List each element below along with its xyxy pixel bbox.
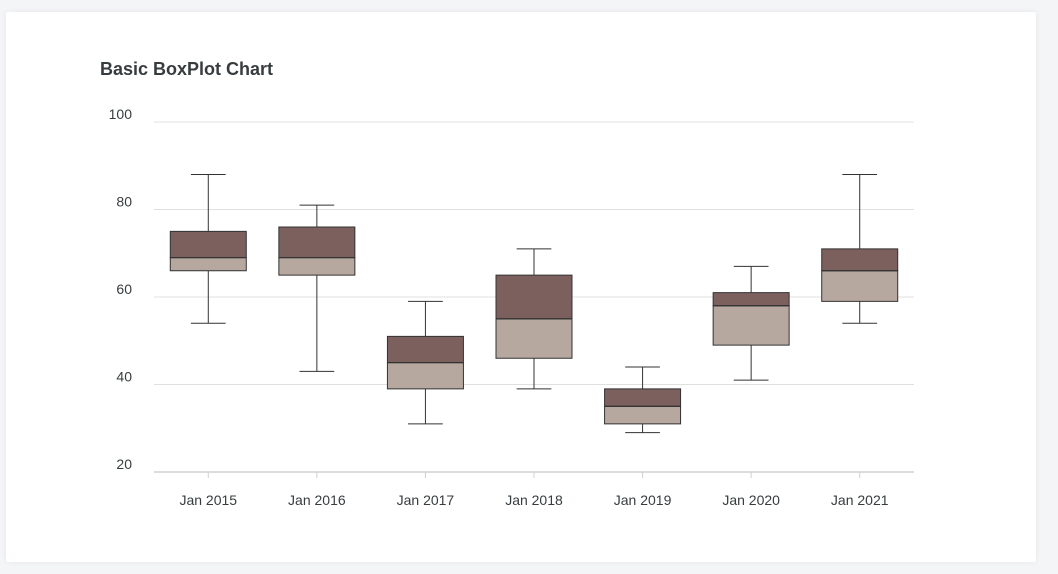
x-tick-label: Jan 2021: [831, 492, 889, 508]
x-tick-label: Jan 2018: [505, 492, 563, 508]
x-axis: Jan 2015 Jan 2016 Jan 2017 Jan 2018 Jan 2019…: [179, 472, 889, 508]
upper-box: [278, 226, 356, 259]
lower-box: [386, 362, 464, 390]
box-item[interactable]: [386, 300, 464, 425]
lower-box: [278, 257, 356, 276]
x-tick-label: Jan 2019: [614, 492, 672, 508]
y-axis: 20 40 60 80 100: [109, 106, 133, 472]
box-item[interactable]: [495, 248, 573, 390]
y-tick-label: 20: [116, 456, 132, 472]
box-item[interactable]: [278, 204, 356, 372]
upper-box: [169, 230, 247, 259]
lower-box: [495, 318, 573, 359]
x-tick-label: Jan 2015: [179, 492, 237, 508]
upper-box: [712, 292, 790, 307]
lower-box: [169, 257, 247, 272]
lower-box: [604, 405, 682, 425]
lower-box: [712, 305, 790, 346]
box-item[interactable]: [169, 174, 247, 324]
x-tick-label: Jan 2020: [722, 492, 780, 508]
y-tick-label: 60: [116, 281, 132, 297]
upper-box: [604, 388, 682, 407]
x-tick-label: Jan 2016: [288, 492, 346, 508]
boxes: [169, 174, 899, 434]
chart-card: Basic BoxPlot Chart 20 40 60 80 100 Jan 2015…: [6, 12, 1036, 562]
upper-box: [495, 274, 573, 320]
y-tick-label: 80: [116, 194, 132, 210]
lower-box: [821, 270, 899, 302]
chart-title: Basic BoxPlot Chart: [100, 59, 274, 79]
box-item[interactable]: [604, 366, 682, 434]
upper-box: [386, 335, 464, 364]
box-item[interactable]: [821, 174, 899, 324]
box-item[interactable]: [712, 265, 790, 381]
y-tick-label: 100: [109, 106, 133, 122]
upper-box: [821, 248, 899, 272]
y-tick-label: 40: [116, 369, 132, 385]
x-tick-label: Jan 2017: [397, 492, 455, 508]
